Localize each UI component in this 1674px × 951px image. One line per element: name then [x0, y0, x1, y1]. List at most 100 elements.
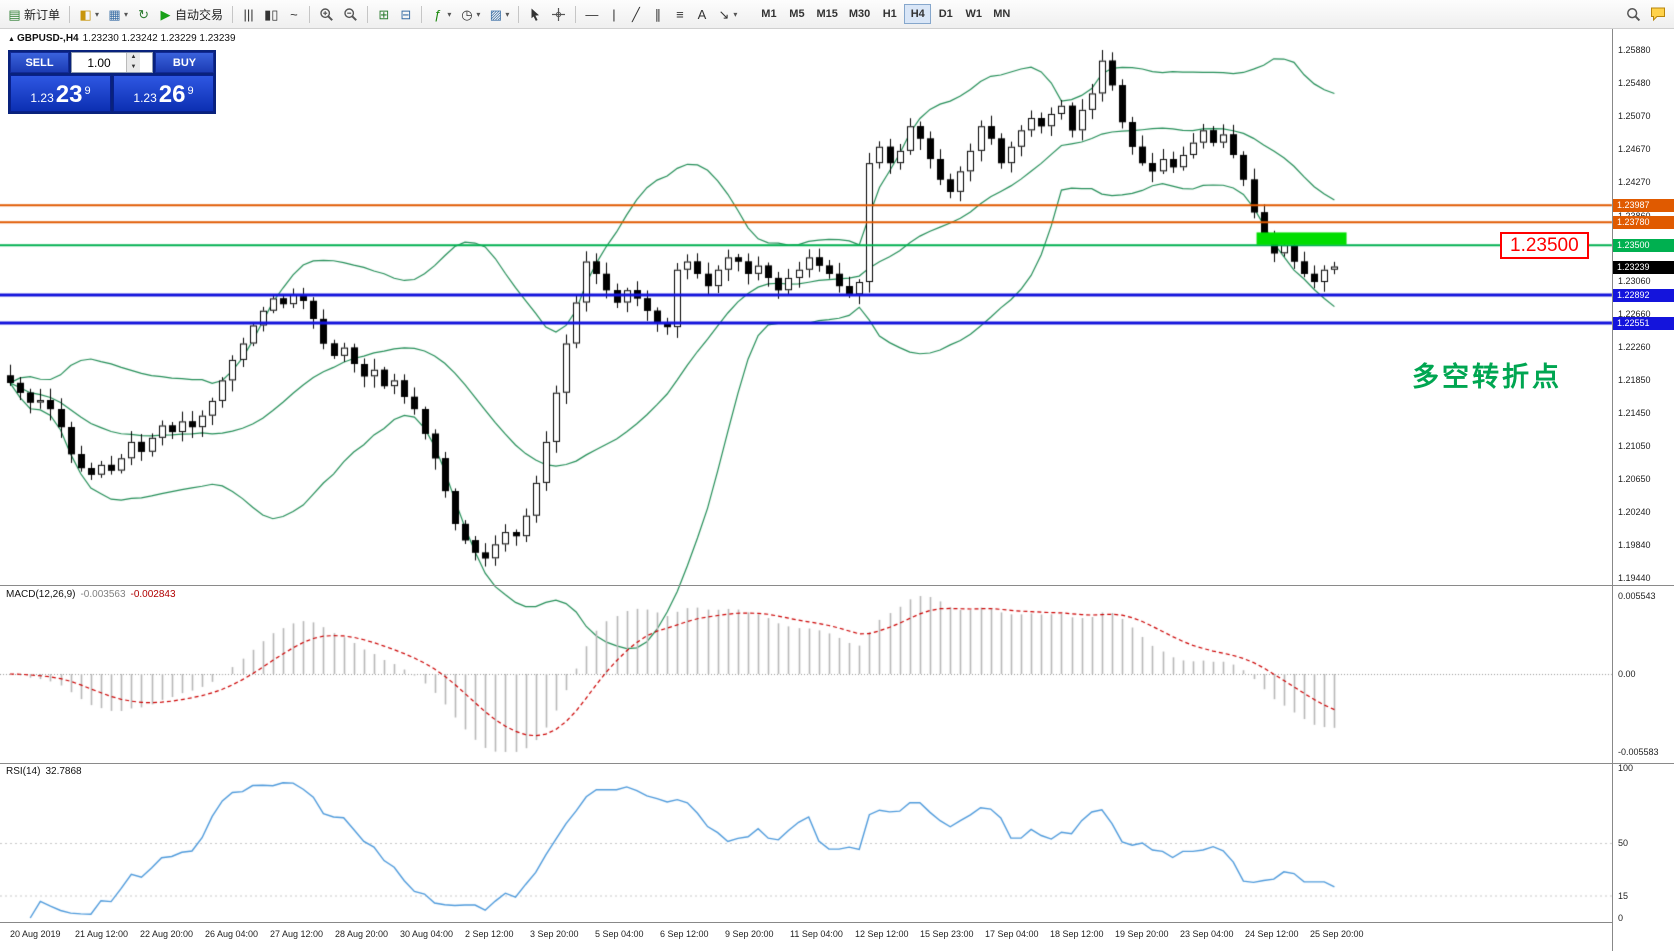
new-order-button[interactable]: ▤ 新订单 — [4, 3, 64, 25]
macd-axis-tick: 0.00 — [1618, 669, 1636, 679]
time-axis[interactable]: 20 Aug 2019 21 Aug 12:00 22 Aug 20:00 26 Au… — [0, 922, 1612, 951]
refresh-button[interactable]: ↻ — [133, 3, 154, 25]
autotrading-label: 自动交易 — [175, 7, 224, 22]
bars-chart-button[interactable]: ||| — [238, 3, 259, 25]
macd-axis-tick: 0.005543 — [1618, 591, 1656, 601]
price-tag: 1.23780 — [1613, 216, 1674, 230]
buy-price-pipette: 9 — [187, 85, 194, 97]
new-order-icon: ▤ — [8, 6, 21, 22]
time-axis-label: 11 Sep 04:00 — [790, 929, 843, 939]
tf-w1-button[interactable]: W1 — [960, 4, 987, 24]
tf-m15-button[interactable]: M15 — [811, 4, 842, 24]
indicators-button[interactable]: ƒ ▾ — [427, 3, 455, 25]
volume-down-button[interactable]: ▼ — [127, 62, 140, 72]
macd-indicator-label: MACD(12,26,9) -0.003563 -0.002843 — [6, 589, 176, 600]
tf-mn-button[interactable]: MN — [988, 4, 1015, 24]
time-axis-label: 19 Sep 20:00 — [1115, 929, 1169, 939]
price-level-label[interactable]: 1.23500 — [1500, 232, 1589, 260]
trendline-tool-button[interactable]: ╱ — [625, 3, 646, 25]
rsi-indicator-label: RSI(14) 32.7868 — [6, 766, 82, 777]
horizontal-line-tool-button[interactable]: — — [581, 3, 602, 25]
rsi-axis-tick: 100 — [1618, 763, 1634, 773]
buy-price-big: 26 — [158, 81, 186, 108]
time-axis-label: 3 Sep 20:00 — [530, 929, 579, 939]
toolbar-separator — [575, 5, 577, 23]
profiles-button[interactable]: ▦ ▾ — [104, 3, 132, 25]
indicators-icon: ƒ — [434, 6, 442, 22]
new-chart-icon: ◧ — [79, 6, 92, 22]
panel-separator[interactable] — [0, 763, 1674, 764]
vertical-line-tool-button[interactable]: | — [603, 3, 624, 25]
autotrading-button[interactable]: ▶ 自动交易 — [155, 3, 227, 25]
buy-price-main: 1.23 — [133, 91, 157, 105]
templates-button[interactable]: ▨ ▾ — [485, 3, 513, 25]
crosshair-button[interactable] — [547, 3, 570, 25]
arrange-windows-icon: ⊟ — [400, 6, 412, 22]
time-axis-label: 18 Sep 12:00 — [1050, 929, 1104, 939]
templates-icon: ▨ — [489, 6, 503, 22]
periods-button[interactable]: ◷ ▾ — [456, 3, 484, 25]
time-axis-label: 28 Aug 20:00 — [335, 929, 389, 939]
tf-m1-button[interactable]: M1 — [755, 4, 782, 24]
price-axis[interactable]: 1.25880 1.25480 1.25070 1.24670 1.24270 1.238… — [1612, 0, 1674, 951]
tf-m5-button[interactable]: M5 — [783, 4, 810, 24]
price-axis-tick: 1.25070 — [1618, 111, 1651, 122]
new-order-label: 新订单 — [24, 7, 61, 22]
time-axis-label: 24 Sep 12:00 — [1245, 929, 1299, 939]
search-icon — [1626, 7, 1641, 22]
volume-up-button[interactable]: ▲ — [127, 53, 140, 63]
line-chart-button[interactable]: ~ — [283, 3, 304, 25]
bars-chart-icon: ||| — [243, 6, 254, 22]
fibonacci-tool-button[interactable]: ≡ — [669, 3, 690, 25]
chat-icon — [1650, 6, 1666, 22]
price-axis-tick: 1.23860 — [1618, 211, 1651, 221]
search-button[interactable] — [1622, 3, 1645, 25]
zoom-out-button[interactable] — [339, 3, 362, 25]
volume-input[interactable] — [72, 53, 126, 72]
price-axis-tick: 1.24670 — [1618, 144, 1651, 155]
price-axis-tick: 1.20240 — [1618, 507, 1651, 518]
cursor-button[interactable] — [524, 3, 546, 25]
text-tool-button[interactable]: A — [691, 3, 712, 25]
macd-name: MACD(12,26,9) — [6, 589, 76, 600]
vertical-line-tool-icon: | — [612, 6, 616, 22]
profiles-icon: ▦ — [108, 6, 121, 22]
tf-d1-button[interactable]: D1 — [932, 4, 959, 24]
price-axis-tick: 1.20650 — [1618, 473, 1651, 484]
time-axis-label: 5 Sep 04:00 — [595, 929, 644, 939]
buy-price-button[interactable]: 1.23 26 9 — [113, 75, 214, 112]
tf-m30-button[interactable]: M30 — [844, 4, 875, 24]
time-axis-label: 17 Sep 04:00 — [985, 929, 1039, 939]
sell-button[interactable]: SELL — [10, 52, 69, 73]
crosshair-icon — [551, 7, 566, 22]
volume-control: ▲ ▼ — [71, 52, 153, 73]
panel-separator[interactable] — [0, 585, 1674, 586]
rsi-value: 32.7868 — [45, 766, 82, 777]
price-axis-tick: 1.21850 — [1618, 375, 1651, 386]
arrange-windows-button[interactable]: ⊟ — [395, 3, 416, 25]
time-axis-label: 27 Aug 12:00 — [270, 929, 324, 939]
price-axis-tick: 1.21450 — [1618, 408, 1651, 419]
buy-button[interactable]: BUY — [155, 52, 214, 73]
tf-h4-button[interactable]: H4 — [904, 4, 932, 24]
tf-h1-button[interactable]: H1 — [876, 4, 903, 24]
price-axis-tick: 1.21050 — [1618, 441, 1651, 451]
ohlc-values: 1.23230 1.23242 1.23229 1.23239 — [82, 33, 236, 44]
price-tag: 1.22892 — [1613, 288, 1674, 302]
arrows-tool-button[interactable]: ↘ ▾ — [713, 3, 741, 25]
tile-windows-button[interactable]: ⊞ — [373, 3, 394, 25]
text-tool-icon: A — [697, 6, 707, 22]
new-chart-button[interactable]: ◧ ▾ — [75, 3, 103, 25]
time-axis-label: 30 Aug 04:00 — [400, 929, 454, 939]
sell-price-button[interactable]: 1.23 23 9 — [10, 75, 111, 112]
price-axis-tick: 1.24270 — [1618, 177, 1651, 187]
new-chart-caret-icon: ▾ — [95, 9, 100, 19]
channel-tool-button[interactable]: ∥ — [647, 3, 668, 25]
zoom-in-button[interactable] — [315, 3, 338, 25]
trendline-tool-icon: ╱ — [632, 6, 640, 22]
time-axis-label: 20 Aug 2019 — [10, 929, 61, 939]
fibonacci-tool-icon: ≡ — [676, 6, 684, 22]
chat-button[interactable] — [1646, 3, 1670, 25]
candlestick-chart-button[interactable]: ▮▯ — [260, 3, 282, 25]
